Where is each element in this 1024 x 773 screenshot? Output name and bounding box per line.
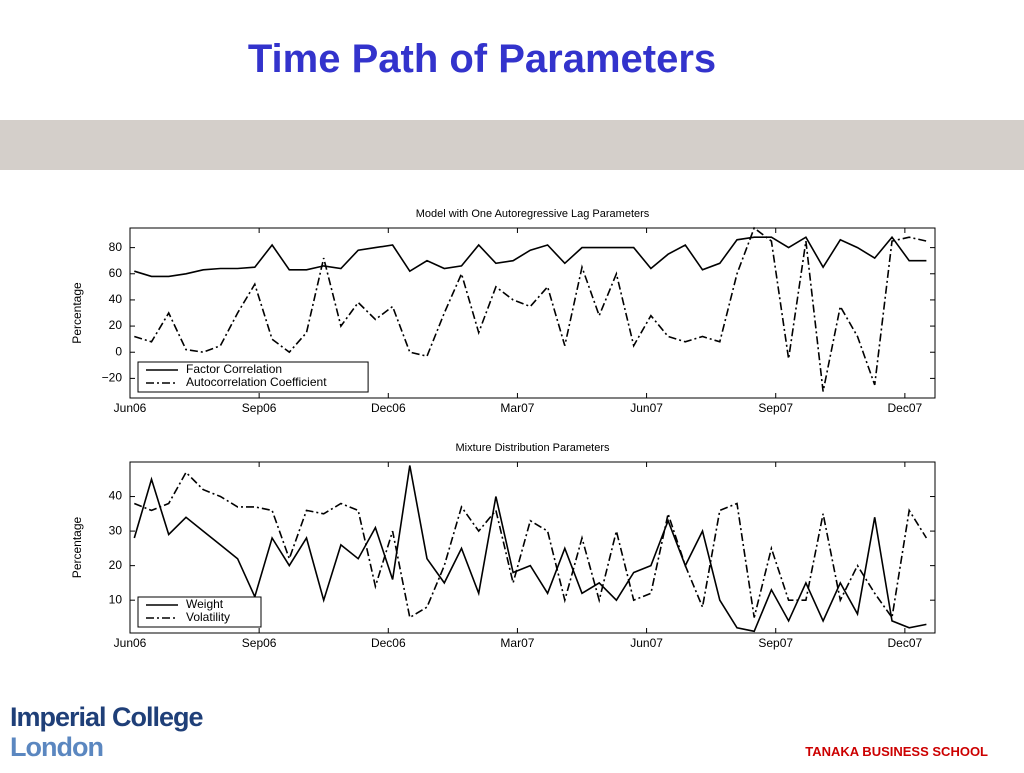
x-tick-label: Dec06 xyxy=(371,401,406,415)
y-tick-label: 0 xyxy=(115,344,122,358)
data-line xyxy=(134,471,928,620)
legend-box xyxy=(137,361,369,393)
x-tick-label: Jun07 xyxy=(630,636,663,650)
x-tick-label: Jun07 xyxy=(630,401,663,415)
x-tick-label: Dec06 xyxy=(371,636,406,650)
x-tick-label: Mar07 xyxy=(500,636,534,650)
logo-line: London xyxy=(10,732,103,762)
y-tick-label: 40 xyxy=(109,489,123,503)
legend-label: Weight xyxy=(186,597,224,611)
legend-label: Volatility xyxy=(186,610,230,624)
y-tick-label: 30 xyxy=(109,523,123,537)
plot-frame xyxy=(129,461,936,634)
legend-label: Autocorrelation Coefficient xyxy=(186,375,327,389)
y-tick-label: 80 xyxy=(109,240,123,254)
y-tick-label: 40 xyxy=(109,292,123,306)
chart-title: Mixture Distribution Parameters xyxy=(455,442,610,454)
data-line xyxy=(133,465,927,633)
data-line xyxy=(134,226,927,392)
x-tick-label: Dec07 xyxy=(888,401,923,415)
y-tick-label: −20 xyxy=(102,371,123,385)
x-tick-label: Jun06 xyxy=(114,636,147,650)
x-tick-label: Sep07 xyxy=(758,401,793,415)
y-axis-label: Percentage xyxy=(70,516,84,578)
y-tick-label: 20 xyxy=(109,558,123,572)
x-tick-label: Dec07 xyxy=(888,636,923,650)
logo-line: Imperial College xyxy=(10,702,204,732)
banner xyxy=(0,120,1024,170)
y-tick-label: 10 xyxy=(109,592,123,606)
x-tick-label: Sep07 xyxy=(758,636,793,650)
chart-title: Model with One Autoregressive Lag Parame… xyxy=(416,208,650,220)
x-tick-label: Jun06 xyxy=(114,401,147,415)
x-tick-label: Mar07 xyxy=(500,401,534,415)
data-line xyxy=(134,235,927,278)
legend-label: Factor Correlation xyxy=(186,362,282,376)
footer: TANAKA BUSINESS SCHOOL xyxy=(805,744,988,759)
x-tick-label: Sep06 xyxy=(242,401,277,415)
slide-title: Time Path of Parameters xyxy=(248,37,716,81)
y-tick-label: 60 xyxy=(109,266,123,280)
y-tick-label: 20 xyxy=(109,318,123,332)
x-tick-label: Sep06 xyxy=(242,636,277,650)
legend-box xyxy=(137,596,262,628)
y-axis-label: Percentage xyxy=(70,282,84,344)
